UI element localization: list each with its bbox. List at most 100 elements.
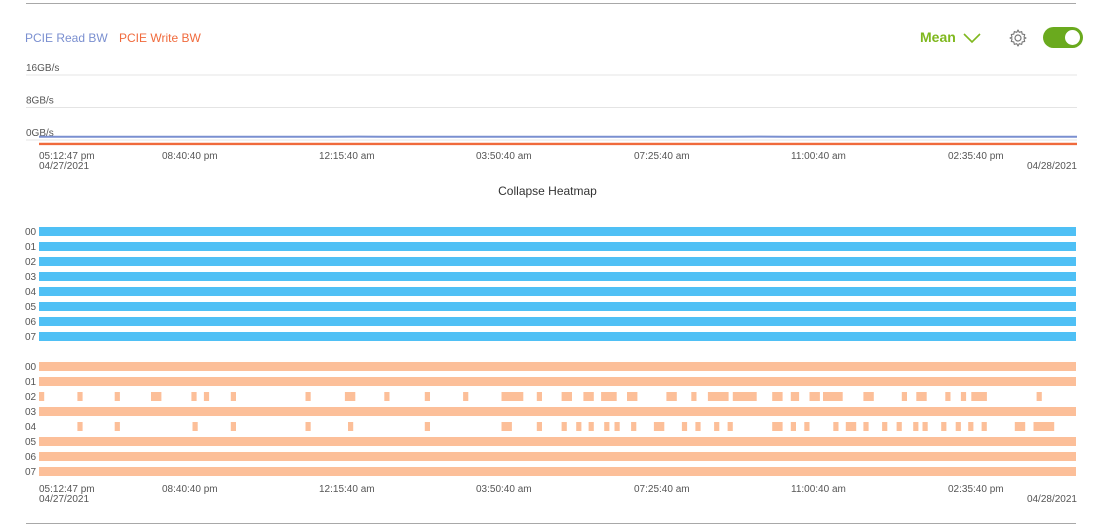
heatmap-cell: [305, 392, 311, 401]
heatmap-cell: [916, 392, 927, 401]
heatmap-row-label: 05: [25, 302, 37, 313]
heatmap-x-tick-label: 12:15:40 am: [319, 484, 375, 495]
aggregation-label: Mean: [920, 29, 956, 45]
heatmap-cell: [772, 422, 783, 431]
heatmap-cell: [790, 422, 796, 431]
heatmap-cell: [191, 392, 197, 401]
heatmap-cell: [39, 467, 1076, 476]
line-x-tick-label: 11:00:40 am: [791, 151, 846, 162]
heatmap-cell: [576, 422, 582, 431]
heatmap-cell: [971, 392, 987, 401]
heatmap-cell: [960, 392, 967, 401]
heatmap-cell: [114, 422, 120, 431]
y-tick-label: 16GB/s: [26, 63, 59, 74]
heatmap-cell: [823, 392, 843, 401]
gear-icon[interactable]: [1008, 28, 1028, 48]
heatmap-cell: [1014, 422, 1026, 431]
heatmap-row-label: 02: [25, 392, 37, 403]
heatmap-cell: [955, 422, 961, 431]
heatmap-x-tick-label: 11:00:40 am: [791, 484, 846, 495]
heatmap-cell: [772, 392, 783, 401]
line-x-tick-label: 12:15:40 am: [319, 151, 375, 162]
heatmap-cell: [39, 362, 1076, 371]
heatmap-cell: [151, 392, 162, 401]
heatmap-cell: [896, 422, 902, 431]
heatmap-cell: [192, 422, 198, 431]
top-divider: [26, 3, 1076, 4]
heatmap-x-tick-label: 07:25:40 am: [634, 484, 690, 495]
heatmap-cell: [501, 422, 512, 431]
heatmap-x-tick-label: 02:35:40 pm: [948, 484, 1004, 495]
line-x-tick-label: 08:40:40 pm: [162, 151, 218, 162]
heatmap-row-label: 07: [25, 332, 37, 343]
heatmap-cell: [604, 422, 610, 431]
y-tick-label: 0GB/s: [26, 128, 54, 139]
heatmap-x-start-date: 04/27/2021: [39, 494, 89, 505]
heatmap-cell: [601, 392, 617, 401]
heatmap-cell: [424, 392, 430, 401]
heatmap-cell: [39, 242, 1076, 251]
heatmap-row-label: 03: [25, 407, 37, 418]
heatmap-cell: [39, 392, 45, 401]
bottom-divider: [26, 523, 1076, 524]
heatmap-row-label: 07: [25, 467, 37, 478]
heatmap-cell: [845, 422, 857, 431]
heatmap-cell: [714, 422, 720, 431]
heatmap-cell: [707, 392, 729, 401]
heatmap-cell: [561, 392, 572, 401]
heatmap-cell: [941, 422, 947, 431]
heatmap-cell: [1033, 422, 1055, 431]
heatmap-cell: [732, 392, 757, 401]
heatmap-row-label: 02: [25, 257, 37, 268]
heatmap-cell: [305, 422, 311, 431]
heatmap-cell: [631, 422, 637, 431]
heatmap-cell: [561, 422, 567, 431]
heatmap-cell: [536, 422, 542, 431]
line-x-tick-label: 02:35:40 pm: [948, 151, 1004, 162]
heatmap-cell: [666, 392, 677, 401]
heatmap-row-label: 03: [25, 272, 37, 283]
heatmap-cell: [39, 437, 1076, 446]
heatmap-cell: [614, 422, 620, 431]
heatmap-cell: [968, 422, 974, 431]
y-tick-label: 8GB/s: [26, 96, 54, 107]
heatmap-cell: [901, 392, 907, 401]
heatmap-cell: [536, 392, 542, 401]
aggregation-dropdown[interactable]: Mean: [920, 27, 982, 49]
heatmap-cell: [39, 227, 1076, 236]
heatmap-cell: [230, 422, 236, 431]
heatmap-row-label: 06: [25, 452, 37, 463]
heatmap-x-tick-label: 08:40:40 pm: [162, 484, 218, 495]
heatmap-cell: [348, 422, 354, 431]
heatmap-cell: [809, 392, 820, 401]
heatmap-row-label: 04: [25, 287, 37, 298]
heatmap-row-label: 06: [25, 317, 37, 328]
heatmap-cell: [77, 392, 83, 401]
heatmap-x-tick-label: 03:50:40 am: [476, 484, 532, 495]
heatmap-x-tick-label: 05:12:47 pm: [39, 484, 95, 495]
heatmap-cell: [790, 392, 800, 401]
heatmap-cell: [863, 392, 874, 401]
heatmap-cell: [691, 392, 697, 401]
heatmap-row-label: 01: [25, 377, 37, 388]
heatmap-cell: [39, 302, 1076, 311]
heatmap-cell: [39, 317, 1076, 326]
heatmap-cell: [203, 392, 210, 401]
heatmap-row-label: 01: [25, 242, 37, 253]
heatmap-cell: [863, 422, 869, 431]
heatmap-cell: [424, 422, 430, 431]
legend-write[interactable]: PCIE Write BW: [119, 31, 201, 45]
heatmap-cell: [945, 392, 951, 401]
legend-read[interactable]: PCIE Read BW: [25, 31, 108, 45]
heatmap-cell: [695, 422, 701, 431]
heatmap-cell: [39, 332, 1076, 341]
heatmap-toggle[interactable]: [1043, 27, 1083, 48]
heatmap-row-label: 05: [25, 437, 37, 448]
line-x-tick-label: 07:25:40 am: [634, 151, 690, 162]
heatmap-cell: [39, 377, 1076, 386]
heatmap-cell: [583, 392, 594, 401]
collapse-heatmap-button[interactable]: Collapse Heatmap: [498, 184, 597, 198]
heatmap-cell: [804, 422, 810, 431]
heatmap-cell: [833, 422, 839, 431]
